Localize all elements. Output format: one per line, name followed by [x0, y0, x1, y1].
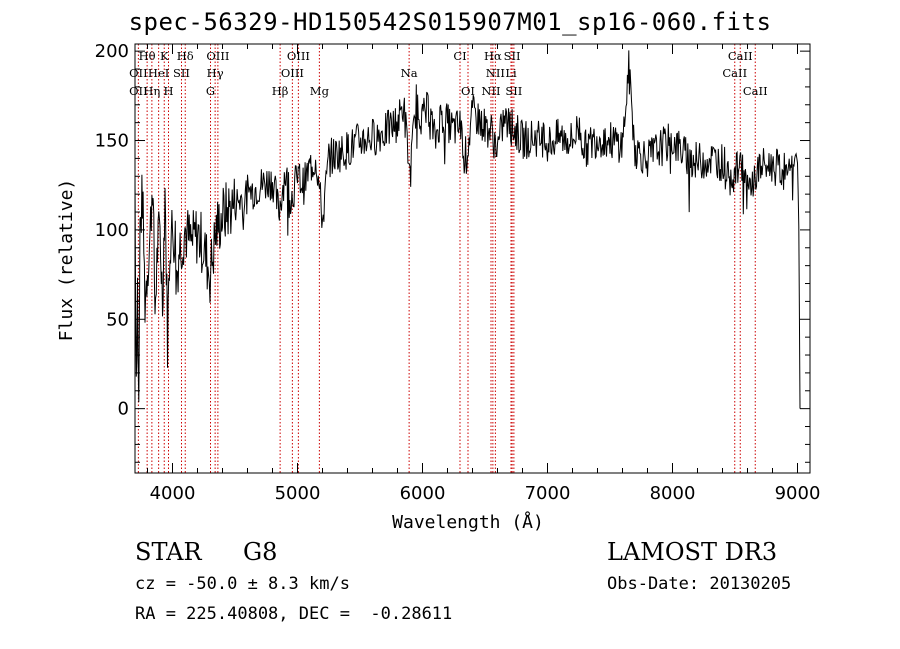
- spectral-line-label: Hγ: [207, 66, 224, 80]
- observation-date: Obs-Date: 20130205: [607, 574, 792, 594]
- x-tick-label: 7000: [525, 483, 571, 504]
- spectral-line-label: Hα: [484, 49, 502, 63]
- spectral-line-label: Hβ: [272, 84, 289, 98]
- spectral-line-label: SII: [505, 84, 522, 98]
- spectral-line-label: SII: [173, 66, 190, 80]
- x-tick-label: 9000: [775, 483, 821, 504]
- spectral-line-label: CI: [453, 49, 466, 63]
- spectral-line-label: Hδ: [177, 49, 194, 63]
- spectral-line-label: OII: [129, 84, 148, 98]
- spectrum-series: [134, 50, 801, 409]
- y-tick-label: 50: [106, 309, 129, 330]
- spectrum-line: [134, 50, 801, 409]
- y-tick-label: 100: [95, 220, 129, 241]
- y-tick-label: 200: [95, 41, 129, 62]
- object-subclass: G8: [243, 538, 278, 566]
- spectral-line-label: NII: [481, 84, 500, 98]
- tick-labels: 4000 5000 6000 7000 8000 9000 0 50 100 150 200: [95, 41, 821, 504]
- y-tick-label: 150: [95, 131, 129, 152]
- spectral-line-label: H: [163, 84, 173, 98]
- y-axis-label: Flux (relative): [56, 179, 77, 342]
- spectral-line-label: OIII: [287, 49, 310, 63]
- x-tick-label: 4000: [150, 483, 196, 504]
- x-axis-label: Wavelength (Å): [392, 511, 544, 533]
- spectral-line-label: NII: [486, 66, 505, 80]
- spectral-line-label: K: [160, 49, 169, 63]
- chart-axes: [134, 43, 811, 474]
- spectral-line-label: HeI: [148, 66, 169, 80]
- survey-name: LAMOST DR3: [607, 538, 778, 566]
- spectral-line-label: CaII: [722, 66, 747, 80]
- coordinates: RA = 225.40808, DEC = -0.28611: [135, 604, 453, 624]
- spectral-line-label: SII: [504, 49, 521, 63]
- redshift-value: cz = -50.0 ± 8.3 km/s: [135, 574, 350, 594]
- x-tick-label: 5000: [275, 483, 321, 504]
- spectral-line-label: Hθ: [139, 49, 156, 63]
- spectral-line-label: Na: [401, 66, 418, 80]
- plot-frame: [134, 43, 811, 474]
- x-tick-label: 8000: [650, 483, 696, 504]
- spectral-line-label: CaII: [728, 49, 753, 63]
- spectral-line-label: OIII: [281, 66, 304, 80]
- spectral-line-label: OIII: [206, 49, 229, 63]
- spectral-line-label: CaII: [743, 84, 768, 98]
- y-tick-label: 0: [118, 399, 129, 420]
- spectral-line-label: Li: [505, 66, 517, 80]
- spectral-line-label: Hη: [143, 84, 160, 98]
- x-tick-label: 6000: [400, 483, 446, 504]
- chart-title: spec-56329-HD150542S015907M01_sp16-060.f…: [128, 8, 772, 36]
- spectral-line-label: OI: [461, 84, 475, 98]
- spectral-line-label: G: [206, 84, 215, 98]
- spectral-line-label: Mg: [310, 84, 330, 98]
- object-class: STAR: [135, 538, 202, 566]
- spectral-line-label: OII: [129, 66, 148, 80]
